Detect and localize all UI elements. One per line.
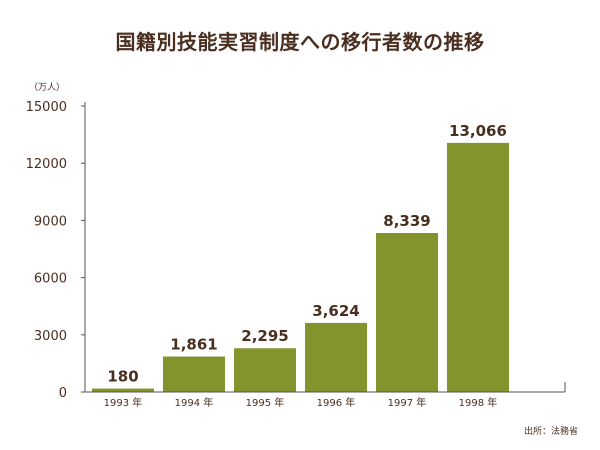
y-axis-label: （万人） [29,82,65,93]
bar-value-label: 8,339 [383,212,430,230]
bar-value-label: 1,861 [170,336,217,354]
bar [92,388,154,392]
bar [163,356,225,392]
y-tick-label: 6000 [34,272,67,287]
x-axis: 1993 年 1994 年 1995 年 1996 年 1997 年 1998 年 [85,382,566,409]
y-tick-label: 9000 [34,214,67,229]
x-tick-label: 1998 年 [459,396,498,409]
bars: 180 1,861 2,295 3,624 8,339 13,066 [92,122,509,392]
bar-value-label: 3,624 [312,302,359,320]
x-tick-label: 1993 年 [104,396,143,409]
y-tick-label: 12000 [26,157,67,172]
bar-value-label: 13,066 [449,122,507,140]
y-tick-label: 15000 [26,100,67,115]
bar-value-label: 180 [107,368,138,386]
y-tick-label: 3000 [34,329,67,344]
source-note: 出所：法務省 [523,427,578,437]
x-tick-label: 1997 年 [388,396,427,409]
y-axis: （万人） 0 3000 6000 9000 12000 15000 [26,82,86,401]
bar [376,233,438,392]
bar [234,348,296,392]
x-tick-label: 1994 年 [175,396,214,409]
y-tick-label: 0 [59,386,67,401]
chart-title: 国籍別技能実習制度への移行者数の推移 [115,30,485,54]
bar [305,322,367,392]
bar [447,142,509,392]
bar-value-label: 2,295 [241,327,288,345]
x-tick-label: 1995 年 [246,396,285,409]
x-tick-label: 1996 年 [317,396,356,409]
